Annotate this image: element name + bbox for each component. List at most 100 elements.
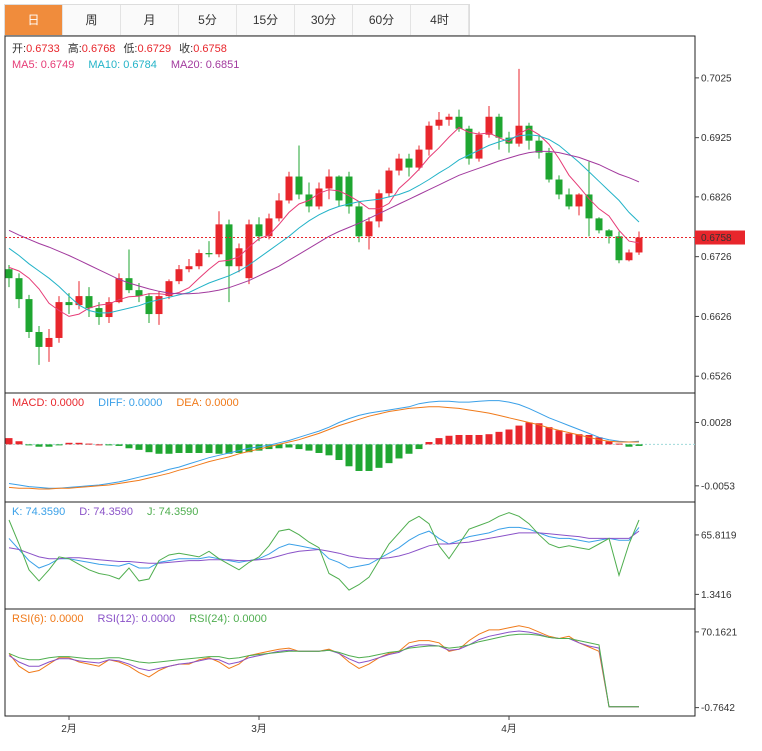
candle-body bbox=[225, 224, 233, 267]
macd-bar bbox=[365, 444, 373, 471]
candle-body bbox=[165, 281, 173, 297]
macd-bar bbox=[275, 444, 283, 449]
macd-bar bbox=[165, 444, 173, 454]
ma-legend-item: MA10: 0.6784 bbox=[88, 59, 157, 71]
candle-body bbox=[125, 278, 133, 291]
candle-body bbox=[435, 119, 443, 126]
candle-body bbox=[255, 224, 263, 237]
candle-body bbox=[15, 278, 23, 300]
macd-bar bbox=[195, 444, 203, 453]
candle-body bbox=[75, 296, 83, 306]
candle-body bbox=[405, 158, 413, 168]
candle-body bbox=[635, 237, 643, 253]
macd-bar bbox=[635, 444, 643, 446]
macd-bar bbox=[255, 444, 263, 451]
ma-legend-item: MA5: 0.6749 bbox=[12, 59, 74, 71]
macd-bar bbox=[465, 434, 473, 445]
macd-bar bbox=[435, 438, 443, 445]
candle-body bbox=[465, 128, 473, 159]
current-price-label: 0.6758 bbox=[701, 233, 732, 244]
price-axis-label: 0.7025 bbox=[701, 73, 732, 84]
candle-body bbox=[25, 299, 33, 332]
ma10-line bbox=[8, 134, 640, 314]
macd-bar bbox=[135, 444, 143, 450]
macd-bar bbox=[145, 444, 153, 453]
candle-body bbox=[105, 302, 113, 318]
macd-bar bbox=[425, 442, 433, 445]
candle-body bbox=[495, 116, 503, 138]
kdj-legend-item: D: 74.3590 bbox=[79, 506, 133, 518]
period-tabs: 日 周 月 5分 15分 30分 60分 4时 bbox=[4, 4, 470, 36]
candle-body bbox=[155, 296, 163, 315]
tab-week[interactable]: 周 bbox=[63, 5, 121, 35]
tab-day[interactable]: 日 bbox=[5, 5, 63, 35]
macd-bar bbox=[375, 444, 383, 468]
candle-body bbox=[565, 194, 573, 207]
candle-body bbox=[195, 253, 203, 267]
candle-body bbox=[385, 170, 393, 194]
macd-bar bbox=[235, 444, 243, 453]
macd-bar bbox=[205, 444, 213, 453]
j-line bbox=[8, 512, 640, 591]
candle-body bbox=[235, 248, 243, 267]
ohlc-legend-label: 收: bbox=[179, 41, 193, 55]
macd-bar bbox=[215, 444, 223, 454]
price-axis-label: 0.6726 bbox=[701, 252, 732, 263]
candle-body bbox=[295, 176, 303, 195]
macd-bar bbox=[515, 425, 523, 445]
candle-body bbox=[215, 224, 223, 255]
macd-bar bbox=[285, 444, 293, 448]
tab-5min[interactable]: 5分 bbox=[179, 5, 237, 35]
rsi-legend-item: RSI(24): 0.0000 bbox=[189, 613, 267, 625]
candle-body bbox=[265, 218, 273, 237]
candle-body bbox=[335, 176, 343, 201]
macd-bar bbox=[585, 434, 593, 445]
candle-body bbox=[485, 116, 493, 135]
tab-month[interactable]: 月 bbox=[121, 5, 179, 35]
macd-bar bbox=[315, 444, 323, 453]
macd-legend-item: DEA: 0.0000 bbox=[176, 397, 238, 409]
candle-body bbox=[275, 200, 283, 219]
candle-body bbox=[325, 176, 333, 189]
macd-axis-label: 0.0028 bbox=[701, 418, 732, 429]
candle-body bbox=[615, 236, 623, 261]
tab-4hour[interactable]: 4时 bbox=[411, 5, 469, 35]
candle-body bbox=[285, 176, 293, 201]
ohlc-legend-value: 0.6729 bbox=[138, 43, 172, 55]
rsi6-line bbox=[8, 625, 639, 708]
macd-bar bbox=[505, 429, 513, 445]
macd-bar bbox=[335, 444, 343, 461]
tab-30min[interactable]: 30分 bbox=[295, 5, 353, 35]
macd-bar bbox=[345, 444, 353, 467]
candle-body bbox=[185, 266, 193, 270]
tab-15min[interactable]: 15分 bbox=[237, 5, 295, 35]
x-axis-label: 3月 bbox=[251, 723, 267, 735]
macd-legend-item: MACD: 0.0000 bbox=[12, 397, 84, 409]
macd-bar bbox=[545, 427, 553, 445]
macd-bar bbox=[55, 444, 63, 446]
macd-bar bbox=[595, 437, 603, 445]
candle-body bbox=[535, 140, 543, 153]
macd-bar bbox=[15, 441, 23, 445]
macd-bar bbox=[35, 444, 43, 447]
candle-body bbox=[605, 230, 613, 237]
macd-bar bbox=[185, 444, 193, 453]
candle-body bbox=[115, 278, 123, 303]
macd-bar bbox=[485, 434, 493, 445]
candle-body bbox=[85, 296, 93, 309]
macd-bar bbox=[295, 444, 303, 450]
tab-60min[interactable]: 60分 bbox=[353, 5, 411, 35]
diff-line bbox=[8, 400, 640, 489]
k-line bbox=[8, 526, 640, 569]
candle-body bbox=[515, 125, 523, 144]
candle-body bbox=[175, 269, 183, 282]
candle-body bbox=[205, 253, 213, 255]
macd-bar bbox=[625, 444, 633, 447]
macd-axis-label: -0.0053 bbox=[701, 481, 735, 492]
rsi-axis-label: -0.7642 bbox=[701, 703, 735, 714]
candle-body bbox=[135, 290, 143, 297]
macd-bar bbox=[535, 423, 543, 445]
ma-legend-item: MA20: 0.6851 bbox=[171, 59, 240, 71]
candle-body bbox=[45, 337, 53, 347]
